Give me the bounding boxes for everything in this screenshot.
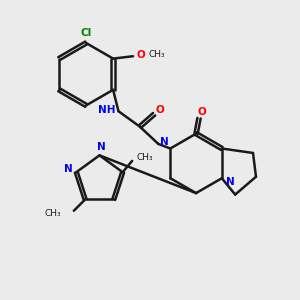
Text: N: N [64,164,72,174]
Text: O: O [137,50,146,60]
Text: O: O [198,107,206,117]
Text: N: N [226,177,235,187]
Text: NH: NH [98,105,116,115]
Text: Cl: Cl [80,28,92,38]
Text: O: O [155,105,164,115]
Text: CH₃: CH₃ [148,50,165,59]
Text: N: N [160,137,169,147]
Text: N: N [97,142,105,152]
Text: CH₃: CH₃ [45,209,61,218]
Text: CH₃: CH₃ [136,153,153,162]
